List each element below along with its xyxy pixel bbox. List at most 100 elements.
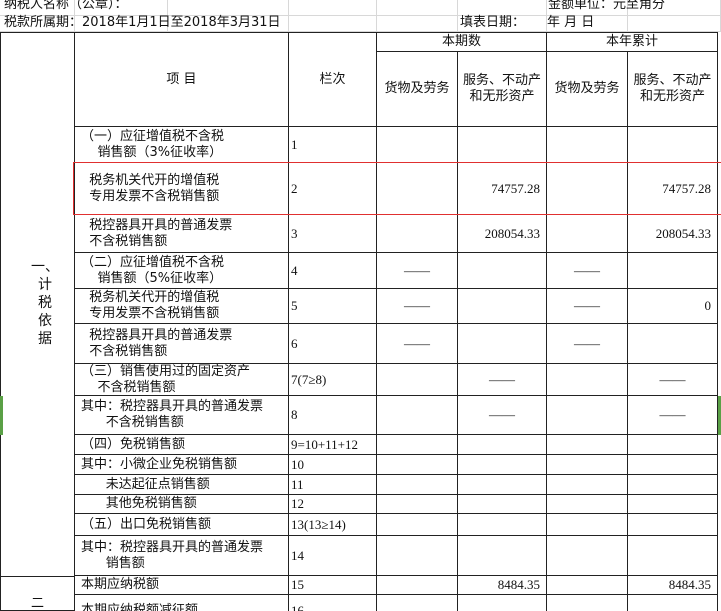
row-9-cs-cell[interactable] <box>458 435 547 455</box>
selection-edge-marker <box>718 396 721 435</box>
row-7-ys-cell[interactable]: —— <box>628 364 718 396</box>
row-1-yg-cell[interactable] <box>547 127 628 163</box>
row-7-yg-cell[interactable] <box>547 364 628 396</box>
row-1-cg-cell[interactable] <box>377 127 458 163</box>
row-5-yg-cell[interactable]: —— <box>547 289 628 324</box>
row-14-yg-cell[interactable] <box>547 536 628 576</box>
row-6-yg-cell[interactable]: —— <box>547 324 628 364</box>
row-line-number: 8 <box>289 396 377 435</box>
row-1-ys-cell[interactable] <box>628 127 718 163</box>
row-10-cg-cell[interactable] <box>377 455 458 475</box>
row-2-ys-cell[interactable]: 74757.28 <box>628 163 718 215</box>
row-5-ys-cell[interactable]: 0 <box>628 289 718 324</box>
row-item-label: 本期应纳税额 <box>75 576 289 595</box>
grid-cell[interactable] <box>547 16 628 32</box>
row-line-number: 16 <box>289 595 377 611</box>
row-item-label: （三）销售使用过的固定资产 不含税销售额 <box>75 364 289 396</box>
row-7-cg-cell[interactable] <box>377 364 458 396</box>
row-14-ys-cell[interactable] <box>628 536 718 576</box>
header-ytd-goods: 货物及劳务 <box>547 52 628 127</box>
row-12-cg-cell[interactable] <box>377 495 458 514</box>
row-16-cg-cell[interactable] <box>377 595 458 611</box>
section-label-tax-basis: 一、 计 税 依 据 <box>31 259 59 347</box>
row-4-cs-cell[interactable] <box>458 253 547 289</box>
row-15-yg-cell[interactable] <box>547 576 628 595</box>
grid-cell[interactable] <box>377 0 458 16</box>
row-line-number: 6 <box>289 324 377 364</box>
row-12-yg-cell[interactable] <box>547 495 628 514</box>
row-11-cs-cell[interactable] <box>458 475 547 495</box>
grid-cell[interactable] <box>289 0 377 16</box>
row-13-cg-cell[interactable] <box>377 514 458 536</box>
grid-cell[interactable] <box>168 16 289 32</box>
grid-cell[interactable] <box>0 0 75 16</box>
row-15-ys-cell[interactable]: 8484.35 <box>628 576 718 595</box>
row-2-cs-cell[interactable]: 74757.28 <box>458 163 547 215</box>
row-16-ys-cell[interactable] <box>628 595 718 611</box>
row-item-label: （四）免税销售额 <box>75 435 289 455</box>
grid-cell[interactable] <box>75 16 168 32</box>
row-8-yg-cell[interactable] <box>547 396 628 435</box>
row-15-cg-cell[interactable] <box>377 576 458 595</box>
grid-cell[interactable] <box>547 0 628 16</box>
row-11-yg-cell[interactable] <box>547 475 628 495</box>
row-8-ys-cell[interactable]: —— <box>628 396 718 435</box>
row-item-label: 其中：小微企业免税销售额 <box>75 455 289 475</box>
row-2-cg-cell[interactable] <box>377 163 458 215</box>
row-item-label: 税控器具开具的普通发票 不含税销售额 <box>75 324 289 364</box>
grid-cell[interactable] <box>75 0 168 16</box>
row-13-yg-cell[interactable] <box>547 514 628 536</box>
row-13-cs-cell[interactable] <box>458 514 547 536</box>
row-6-cs-cell[interactable] <box>458 324 547 364</box>
section-label-tax-calculation: 二 <box>31 596 45 611</box>
row-6-cg-cell[interactable]: —— <box>377 324 458 364</box>
row-3-cg-cell[interactable] <box>377 215 458 253</box>
grid-cell[interactable] <box>0 16 75 32</box>
row-14-cg-cell[interactable] <box>377 536 458 576</box>
row-11-cg-cell[interactable] <box>377 475 458 495</box>
row-15-cs-cell[interactable]: 8484.35 <box>458 576 547 595</box>
grid-cell[interactable] <box>377 16 458 32</box>
row-5-cg-cell[interactable]: —— <box>377 289 458 324</box>
row-3-cs-cell[interactable]: 208054.33 <box>458 215 547 253</box>
row-7-cs-cell[interactable]: —— <box>458 364 547 396</box>
row-4-ys-cell[interactable] <box>628 253 718 289</box>
row-12-cs-cell[interactable] <box>458 495 547 514</box>
row-5-cs-cell[interactable] <box>458 289 547 324</box>
row-12-ys-cell[interactable] <box>628 495 718 514</box>
row-line-number: 5 <box>289 289 377 324</box>
grid-cell[interactable] <box>458 16 547 32</box>
row-10-yg-cell[interactable] <box>547 455 628 475</box>
row-item-label: 本期应纳税额减征额 <box>75 595 289 611</box>
row-9-cg-cell[interactable] <box>377 435 458 455</box>
row-4-cg-cell[interactable]: —— <box>377 253 458 289</box>
row-14-cs-cell[interactable] <box>458 536 547 576</box>
grid-cell[interactable] <box>458 0 547 16</box>
row-11-ys-cell[interactable] <box>628 475 718 495</box>
row-10-ys-cell[interactable] <box>628 455 718 475</box>
taxpayer-name-label: 纳税人名称（公章）： <box>4 0 128 12</box>
row-3-yg-cell[interactable] <box>547 215 628 253</box>
row-8-cs-cell[interactable]: —— <box>458 396 547 435</box>
row-9-ys-cell[interactable] <box>628 435 718 455</box>
row-line-number: 1 <box>289 127 377 163</box>
grid-cell[interactable] <box>289 16 377 32</box>
row-item-label: 其他免税销售额 <box>75 495 289 514</box>
row-line-number: 7(7≥8) <box>289 364 377 396</box>
row-16-cs-cell[interactable] <box>458 595 547 611</box>
row-10-cs-cell[interactable] <box>458 455 547 475</box>
grid-cell[interactable] <box>628 16 721 32</box>
row-1-cs-cell[interactable] <box>458 127 547 163</box>
row-16-yg-cell[interactable] <box>547 595 628 611</box>
row-9-yg-cell[interactable] <box>547 435 628 455</box>
grid-cell[interactable] <box>168 0 289 16</box>
row-item-label: （五）出口免税销售额 <box>75 514 289 536</box>
row-4-yg-cell[interactable]: —— <box>547 253 628 289</box>
header-current-goods: 货物及劳务 <box>377 52 458 127</box>
row-3-ys-cell[interactable]: 208054.33 <box>628 215 718 253</box>
row-6-ys-cell[interactable] <box>628 324 718 364</box>
row-13-ys-cell[interactable] <box>628 514 718 536</box>
row-2-yg-cell[interactable] <box>547 163 628 215</box>
row-8-cg-cell[interactable] <box>377 396 458 435</box>
